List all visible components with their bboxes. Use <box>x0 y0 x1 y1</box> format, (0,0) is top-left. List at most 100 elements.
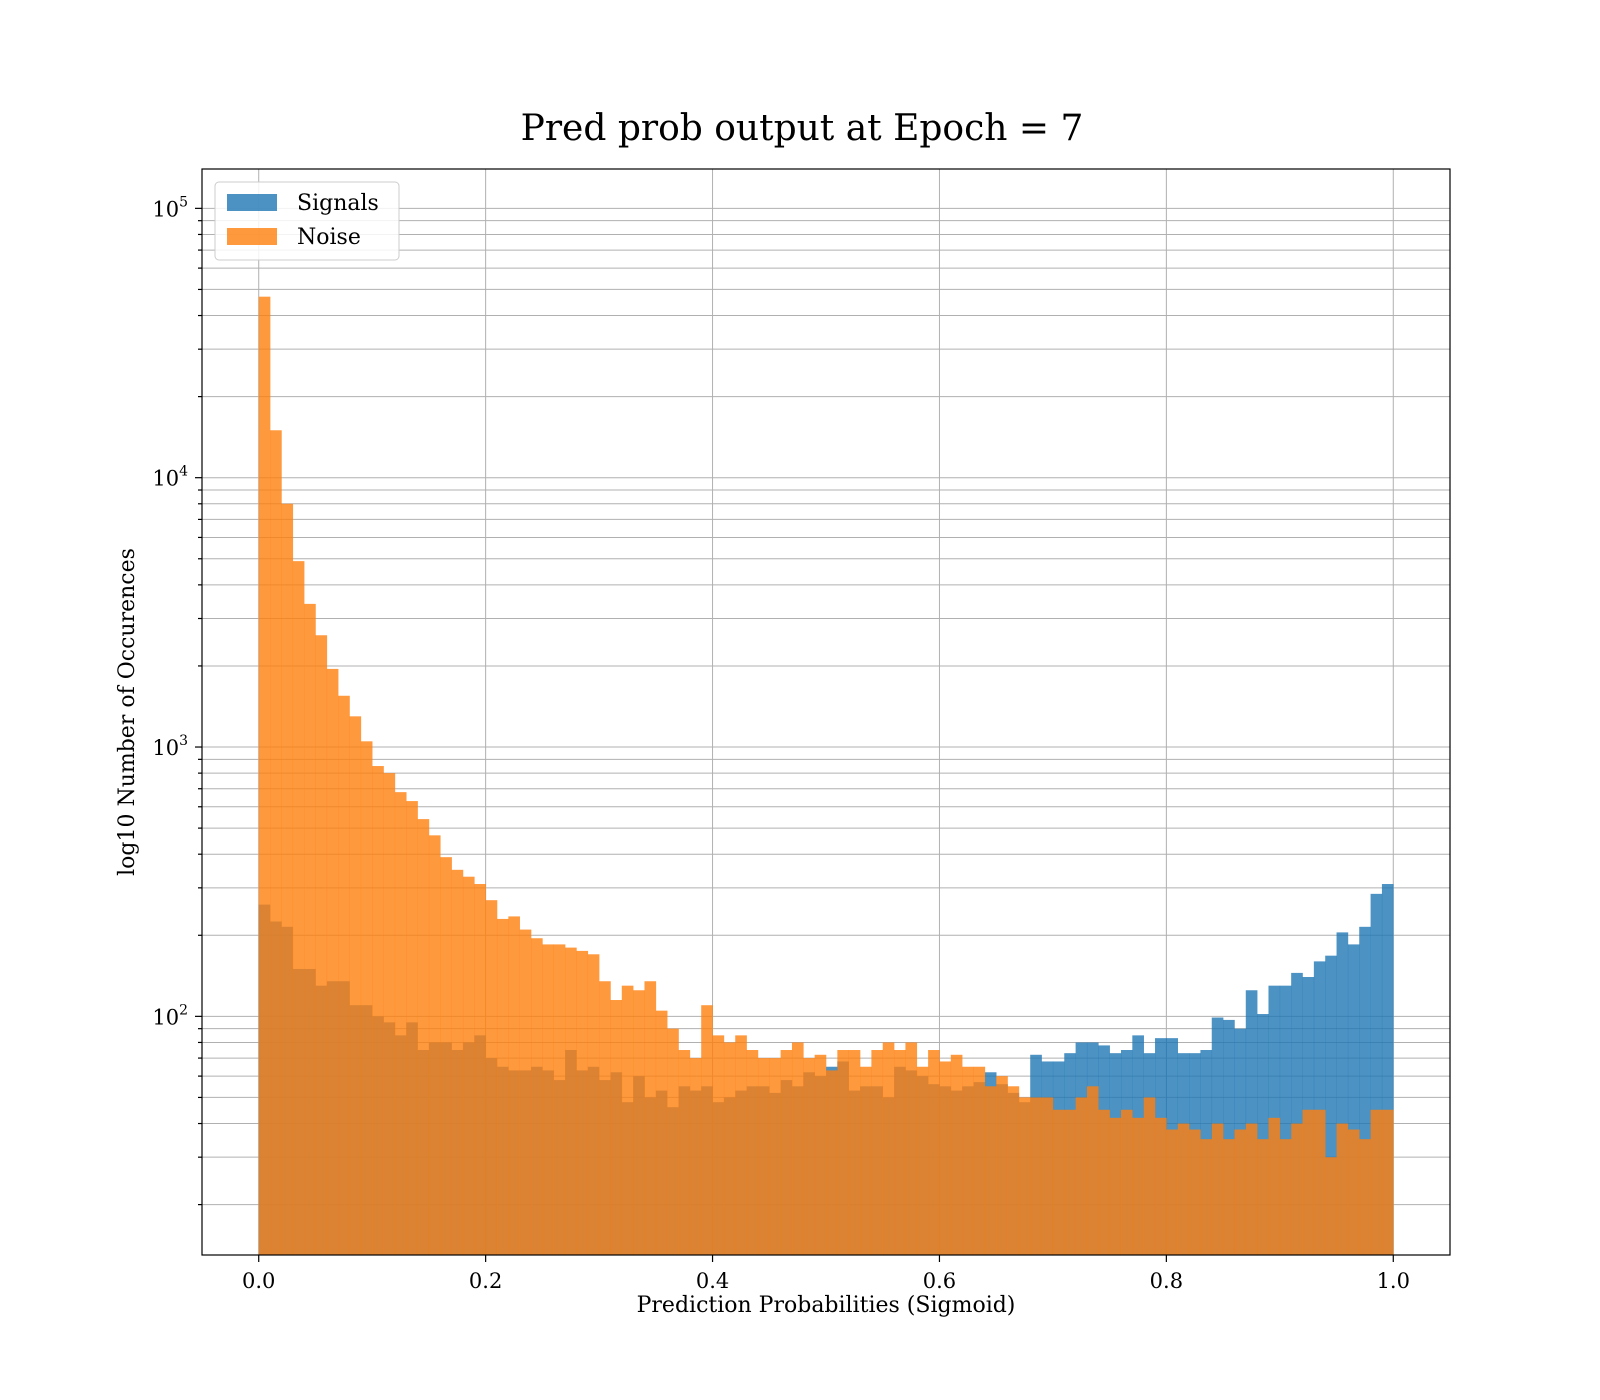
bar-noise <box>428 835 441 1255</box>
bar-noise <box>1245 1123 1258 1255</box>
bar-noise <box>928 1050 940 1255</box>
bar-noise <box>621 985 634 1255</box>
bar-noise <box>837 1050 849 1255</box>
bar-noise <box>258 296 271 1255</box>
bar-noise <box>315 635 328 1255</box>
bar-noise <box>1279 1139 1292 1255</box>
bar-noise <box>848 1050 861 1255</box>
bar-noise <box>417 819 430 1255</box>
x-tick-label: 0.8 <box>1150 1269 1183 1293</box>
bar-noise <box>304 603 316 1255</box>
histogram-bars <box>258 296 1394 1256</box>
bar-noise <box>689 1058 702 1255</box>
bar-noise <box>349 716 362 1255</box>
bar-noise <box>1143 1097 1156 1255</box>
plot-frame <box>201 168 1451 1256</box>
bar-noise <box>292 561 305 1255</box>
bar-noise <box>496 918 509 1255</box>
bar-noise <box>1120 1109 1133 1255</box>
bar-noise <box>962 1066 974 1255</box>
bar-noise <box>939 1061 952 1255</box>
bar-noise <box>599 981 611 1255</box>
bar-noise <box>678 1050 691 1255</box>
bar-noise <box>1064 1109 1076 1255</box>
bar-noise <box>1268 1117 1281 1255</box>
bar-signals <box>1370 893 1383 1255</box>
bar-noise <box>667 1028 679 1255</box>
bar-noise <box>1347 1129 1360 1255</box>
bar-noise <box>894 1050 906 1255</box>
bar-signals <box>1257 1014 1269 1255</box>
bar-noise <box>1313 1109 1326 1255</box>
bar-noise <box>360 741 373 1255</box>
bar-noise <box>1007 1086 1020 1255</box>
x-tick-label: 0.0 <box>242 1269 275 1293</box>
bar-noise <box>757 1058 770 1255</box>
bar-noise <box>1370 1109 1383 1255</box>
bar-signals <box>1325 955 1337 1255</box>
legend-label-signals: Signals <box>297 191 379 216</box>
bar-noise <box>1041 1097 1054 1255</box>
bar-noise <box>996 1076 1008 1255</box>
bar-noise <box>1234 1129 1247 1255</box>
bar-noise <box>1211 1123 1224 1255</box>
bar-signals <box>1279 985 1292 1255</box>
bar-noise <box>791 1042 804 1255</box>
axis-ticks: 0.0 0.2 0.4 0.6 0.8 1.0 102 103 104 105 <box>152 194 1410 1293</box>
bar-signals <box>1291 972 1303 1255</box>
bar-signals <box>1336 932 1349 1255</box>
legend-label-noise: Noise <box>297 225 361 250</box>
bar-signals <box>1313 961 1326 1255</box>
bar-signals <box>1381 884 1394 1255</box>
legend-swatch-noise <box>227 228 277 245</box>
bar-noise <box>1109 1117 1122 1255</box>
bar-noise <box>633 990 645 1255</box>
bar-noise <box>882 1042 895 1255</box>
bar-noise <box>338 695 350 1255</box>
bar-noise <box>871 1050 884 1255</box>
bar-noise <box>1359 1139 1371 1255</box>
bar-noise <box>542 944 555 1255</box>
bar-noise <box>984 1086 997 1255</box>
bar-signals <box>1347 944 1360 1255</box>
bar-noise <box>712 1035 725 1255</box>
x-tick-label: 1.0 <box>1377 1269 1410 1293</box>
legend: Signals Noise <box>214 181 400 261</box>
bar-noise <box>1086 1086 1099 1255</box>
bar-noise <box>916 1066 929 1255</box>
x-tick-label: 0.6 <box>923 1269 956 1293</box>
x-tick-label: 0.4 <box>696 1269 729 1293</box>
bar-signals <box>1223 1019 1235 1255</box>
bar-noise <box>576 950 589 1255</box>
bar-noise <box>1291 1123 1303 1255</box>
bar-noise <box>1189 1129 1201 1255</box>
y-tick-label: 103 <box>152 733 188 760</box>
bar-noise <box>1132 1117 1144 1255</box>
bar-noise <box>1336 1123 1349 1255</box>
bar-noise <box>973 1066 986 1255</box>
bar-noise <box>394 792 407 1255</box>
bar-noise <box>1177 1123 1190 1255</box>
x-axis-label: Prediction Probabilities (Sigmoid) <box>637 1293 1016 1318</box>
bar-noise <box>587 954 600 1255</box>
chart-title: Pred prob output at Epoch = 7 <box>521 108 1084 149</box>
bar-noise <box>780 1050 793 1255</box>
bar-noise <box>1098 1109 1110 1255</box>
bar-noise <box>531 938 543 1255</box>
y-tick-label: 105 <box>152 194 188 221</box>
bar-noise <box>406 801 418 1255</box>
bar-noise <box>1223 1139 1235 1255</box>
bar-noise <box>905 1042 918 1255</box>
bar-noise <box>814 1054 827 1255</box>
bar-noise <box>281 503 294 1256</box>
bar-noise <box>860 1066 872 1255</box>
bar-noise <box>326 668 339 1255</box>
bar-noise <box>655 1010 668 1255</box>
bar-signals <box>1245 990 1258 1255</box>
bar-noise <box>1257 1139 1269 1255</box>
x-tick-label: 0.2 <box>469 1269 502 1293</box>
bar-noise <box>1018 1097 1031 1255</box>
y-axis-label: log10 Number of Occurences <box>115 548 140 876</box>
bar-noise <box>485 900 498 1255</box>
